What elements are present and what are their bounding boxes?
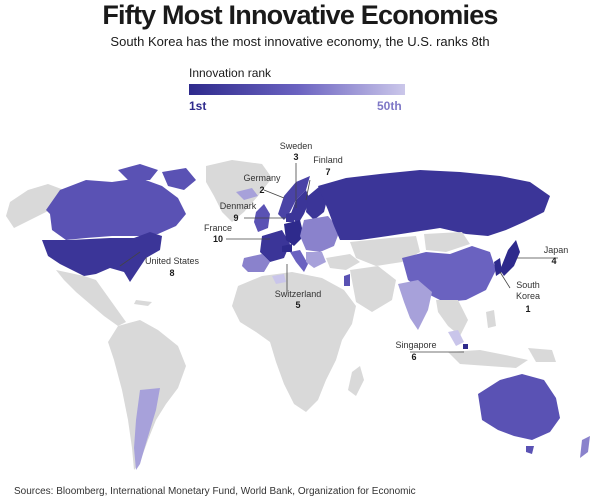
region-turkey — [326, 254, 360, 270]
region-iceland — [236, 188, 258, 200]
region-united-states — [42, 232, 162, 282]
region-canada-islands — [118, 164, 196, 190]
region-argentina — [134, 388, 160, 470]
region-france — [260, 230, 290, 262]
callout-switzerland-rank: 5 — [295, 300, 300, 310]
callout-denmark-name: Denmark — [220, 201, 257, 211]
region-canada — [46, 178, 186, 240]
region-denmark — [286, 212, 294, 222]
legend-max-label: 50th — [377, 99, 402, 113]
callout-japan-name: Japan — [544, 245, 569, 255]
legend-min-label: 1st — [189, 99, 207, 113]
callout-germany-rank: 2 — [259, 185, 264, 195]
callout-france-name: France — [204, 223, 232, 233]
callout-singapore-name: Singapore — [395, 340, 436, 350]
region-india — [398, 280, 432, 330]
region-mexico — [56, 270, 126, 326]
region-africa — [232, 272, 356, 412]
region-italy — [290, 250, 308, 272]
region-singapore — [463, 344, 468, 349]
region-madagascar — [348, 366, 364, 396]
region-south-korea — [494, 258, 502, 276]
region-caribbean — [134, 300, 152, 306]
callout-switzerland-name: Switzerland — [275, 289, 322, 299]
callout-denmark-rank: 9 — [233, 213, 238, 223]
region-middle-east — [350, 266, 396, 312]
region-tasmania — [526, 446, 534, 454]
callout-germany-name: Germany — [243, 173, 281, 183]
callout-sweden-name: Sweden — [280, 141, 313, 151]
region-philippines — [486, 310, 496, 328]
callout-south-korea-name: South Korea — [516, 280, 540, 301]
callout-finland-name: Finland — [313, 155, 343, 165]
region-norway — [278, 176, 310, 220]
callout-france-rank: 10 — [213, 234, 223, 244]
region-japan — [500, 240, 520, 276]
region-alaska — [6, 184, 64, 228]
legend-title: Innovation rank — [189, 66, 272, 80]
callout-united-states-rank: 8 — [169, 268, 174, 278]
region-tunisia — [272, 274, 286, 284]
page-title: Fifty Most Innovative Economies — [102, 0, 498, 30]
source-note: Sources: Bloomberg, International Moneta… — [14, 486, 416, 497]
legend-gradient-bar — [189, 84, 405, 95]
region-new-zealand — [580, 436, 590, 458]
callout-finland-rank: 7 — [325, 167, 330, 177]
region-australia — [478, 374, 560, 440]
callout-united-states-name: United States — [145, 256, 200, 266]
region-russia — [318, 170, 550, 240]
region-switzerland — [282, 244, 292, 252]
region-spain — [242, 254, 270, 272]
region-balkans — [306, 252, 326, 268]
region-eastern-europe — [300, 216, 340, 252]
callout-south-korea-rank: 1 — [525, 304, 530, 314]
region-new-guinea — [528, 348, 556, 362]
page-subtitle: South Korea has the most innovative econ… — [110, 34, 490, 49]
callout-japan-rank: 4 — [551, 256, 556, 266]
callout-leaders — [119, 163, 558, 353]
region-israel — [344, 274, 350, 286]
region-mongolia — [424, 232, 470, 252]
callout-sweden-rank: 3 — [293, 152, 298, 162]
callout-singapore-rank: 6 — [411, 352, 416, 362]
region-malaysia — [448, 330, 464, 346]
region-sweden — [290, 190, 310, 224]
region-southeast-asia — [436, 300, 468, 336]
region-germany — [284, 220, 304, 246]
region-greenland — [206, 160, 272, 222]
region-indonesia — [448, 350, 528, 368]
